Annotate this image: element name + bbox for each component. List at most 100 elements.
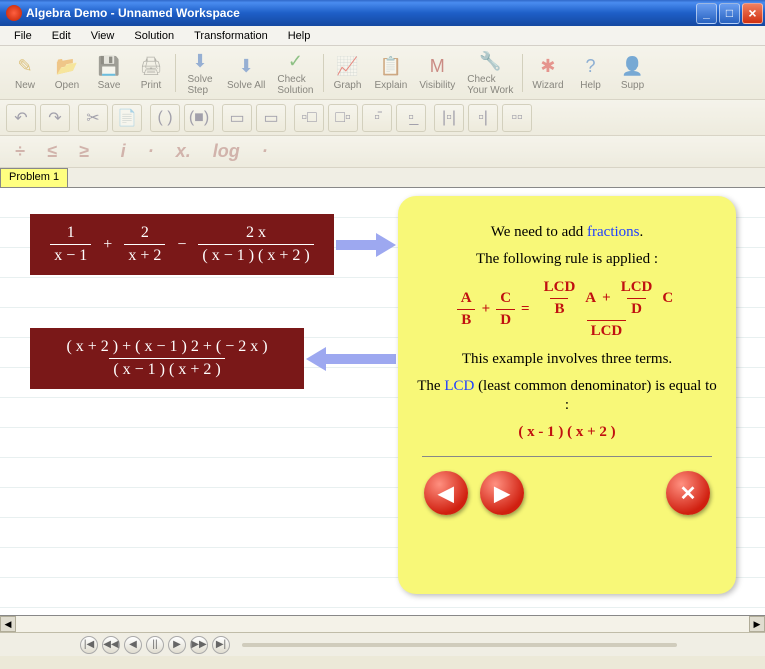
h-scrollbar[interactable]: ◀ ▶ [0, 616, 765, 632]
first-button[interactable]: |◀ [80, 636, 98, 654]
pause-button[interactable]: || [146, 636, 164, 654]
wizard-button[interactable]: ✱Wizard [527, 52, 568, 94]
scroll-track[interactable] [16, 616, 749, 632]
supp-icon: 👤 [621, 55, 645, 79]
eq2-den: ( x − 1 ) ( x + 2 ) [109, 358, 224, 379]
format-btn-13[interactable]: □▫ [328, 104, 358, 132]
new-button[interactable]: ✎New [5, 52, 45, 94]
wizard-icon: ✱ [536, 55, 560, 79]
solve-all-button[interactable]: ⬇Solve All [222, 52, 270, 94]
toolbar-label: Solve All [227, 80, 265, 91]
arrow-left-icon [306, 348, 396, 370]
visibility-button[interactable]: MVisibility [414, 52, 460, 94]
equation-1[interactable]: 1x − 1 + 2x + 2 − 2 x( x − 1 ) ( x + 2 ) [30, 214, 334, 275]
eq2-num: ( x + 2 ) + ( x − 1 ) 2 + ( − 2 x ) [62, 338, 271, 358]
math-btn-2[interactable]: ≥ [71, 139, 97, 164]
lcd-link[interactable]: LCD [444, 378, 474, 394]
format-btn-0[interactable]: ↶ [6, 104, 36, 132]
graph-icon: 📈 [336, 55, 360, 79]
menu-edit[interactable]: Edit [42, 28, 81, 44]
format-btn-7[interactable]: (■) [184, 104, 214, 132]
format-btn-3[interactable]: ✂ [78, 104, 108, 132]
explain-line2: The following rule is applied : [414, 250, 720, 270]
supp-button[interactable]: 👤Supp [613, 52, 653, 94]
menu-help[interactable]: Help [278, 28, 321, 44]
eq1-t3-num: 2 x [242, 224, 270, 244]
forward-button[interactable]: ▶▶ [190, 636, 208, 654]
format-btn-10[interactable]: ▭ [256, 104, 286, 132]
minimize-button[interactable]: _ [696, 3, 717, 24]
toolbar-label: CheckYour Work [467, 74, 513, 96]
math-btn-5[interactable]: · [140, 139, 162, 164]
problem-tab[interactable]: Problem 1 [0, 168, 68, 187]
visibility-icon: M [425, 55, 449, 79]
scroll-left-button[interactable]: ◀ [0, 616, 16, 632]
toolbar-label: Supp [621, 80, 644, 91]
explanation-panel: We need to add fractions. The following … [398, 196, 736, 594]
print-button[interactable]: 🖨Print [131, 52, 171, 94]
format-btn-18[interactable]: ▫| [468, 104, 498, 132]
close-panel-button[interactable]: ✕ [666, 471, 710, 515]
window-title: Algebra Demo - Unnamed Workspace [26, 6, 696, 20]
math-btn-7[interactable]: log [205, 139, 248, 164]
solve-step-button[interactable]: ⬇SolveStep [180, 46, 220, 99]
format-btn-1[interactable]: ↷ [40, 104, 70, 132]
save-button[interactable]: 💾Save [89, 52, 129, 94]
menu-file[interactable]: File [4, 28, 42, 44]
math-btn-6[interactable]: x. [168, 139, 199, 164]
eq1-t2-num: 2 [137, 224, 153, 244]
format-btn-12[interactable]: ▫□ [294, 104, 324, 132]
fractions-link[interactable]: fractions [587, 224, 639, 240]
math-btn-4[interactable]: i [113, 139, 134, 164]
main-toolbar: ✎New📂Open💾Save🖨Print⬇SolveStep⬇Solve All… [0, 46, 765, 100]
check-your-work-button[interactable]: 🔧CheckYour Work [462, 46, 518, 99]
solve-icon: ⬇ [188, 49, 212, 73]
open-button[interactable]: 📂Open [47, 52, 87, 94]
help-icon: ? [579, 55, 603, 79]
eq1-t2-den: x + 2 [124, 244, 165, 265]
format-btn-9[interactable]: ▭ [222, 104, 252, 132]
menu-solution[interactable]: Solution [124, 28, 184, 44]
format-btn-17[interactable]: |▫| [434, 104, 464, 132]
titlebar: Algebra Demo - Unnamed Workspace _ □ × [0, 0, 765, 26]
play-back-button[interactable]: ◀ [124, 636, 142, 654]
print-icon: 🖨 [139, 55, 163, 79]
toolbar-label: Help [580, 80, 601, 91]
equation-2[interactable]: ( x + 2 ) + ( x − 1 ) 2 + ( − 2 x )( x −… [30, 328, 304, 389]
scroll-right-button[interactable]: ▶ [749, 616, 765, 632]
toolbar-label: New [15, 80, 35, 91]
format-btn-4[interactable]: 📄 [112, 104, 142, 132]
graph-button[interactable]: 📈Graph [328, 52, 368, 94]
format-btn-15[interactable]: ▫̲ [396, 104, 426, 132]
format-btn-14[interactable]: ▫̄ [362, 104, 392, 132]
explain-button[interactable]: 📋Explain [370, 52, 413, 94]
prev-button[interactable]: ◀ [424, 471, 468, 515]
menubar: FileEditViewSolutionTransformationHelp [0, 26, 765, 46]
save-icon: 💾 [97, 55, 121, 79]
minus-op: − [173, 236, 190, 254]
next-button[interactable]: ▶ [480, 471, 524, 515]
toolbar-label: Save [98, 80, 121, 91]
check-icon: 🔧 [478, 49, 502, 73]
last-button[interactable]: ▶| [212, 636, 230, 654]
math-btn-1[interactable]: ≤ [39, 139, 65, 164]
format-btn-6[interactable]: ( ) [150, 104, 180, 132]
play-button[interactable]: ▶ [168, 636, 186, 654]
eq1-t3-den: ( x − 1 ) ( x + 2 ) [198, 244, 313, 265]
explain-line3: This example involves three terms. [414, 350, 720, 370]
plus-op: + [99, 236, 116, 254]
menu-transformation[interactable]: Transformation [184, 28, 278, 44]
explain-line1: We need to add fractions. [414, 223, 720, 243]
toolbar-label: Wizard [532, 80, 563, 91]
open-icon: 📂 [55, 55, 79, 79]
maximize-button[interactable]: □ [719, 3, 740, 24]
math-btn-8[interactable]: · [254, 139, 276, 164]
rewind-button[interactable]: ◀◀ [102, 636, 120, 654]
progress-slider[interactable] [242, 643, 677, 647]
math-btn-0[interactable]: ÷ [7, 139, 33, 164]
help-button[interactable]: ?Help [571, 52, 611, 94]
close-button[interactable]: × [742, 3, 763, 24]
format-btn-19[interactable]: ▫▫ [502, 104, 532, 132]
check-solution-button[interactable]: ✓CheckSolution [272, 46, 318, 99]
menu-view[interactable]: View [81, 28, 125, 44]
